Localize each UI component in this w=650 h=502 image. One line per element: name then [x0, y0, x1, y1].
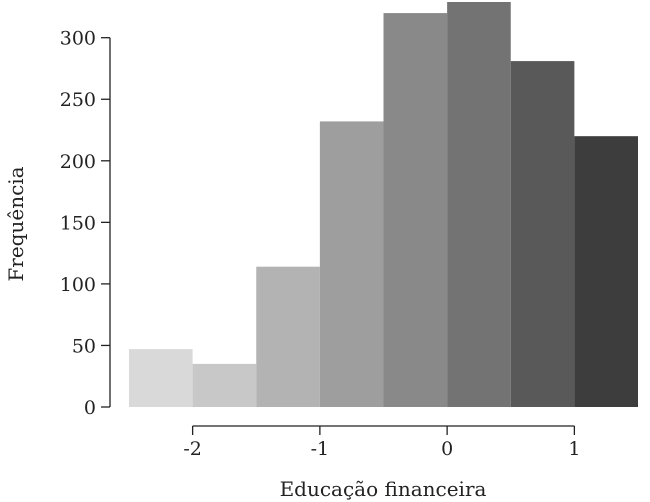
histogram-bar-7: [510, 61, 575, 408]
histogram-bar-8: [574, 136, 638, 408]
y-tick-label: 300: [60, 28, 96, 50]
histogram-bar-3: [256, 266, 320, 407]
y-tick-label: 0: [84, 397, 96, 419]
x-tick-label: -1: [311, 438, 330, 460]
y-tick-label: 250: [60, 89, 96, 111]
histogram-bar-4: [319, 121, 384, 408]
y-axis-title: Frequência: [4, 166, 28, 281]
y-tick-label: 200: [60, 151, 96, 173]
y-axis: 0 50 100 150 200 250 300: [60, 28, 111, 419]
histogram-bar-6: [447, 2, 511, 407]
histogram-bar-1: [129, 349, 193, 407]
y-tick-label: 100: [60, 274, 96, 296]
y-tick-label: 50: [72, 335, 96, 357]
x-tick-label: 0: [441, 438, 453, 460]
y-tick-label: 150: [60, 212, 96, 234]
histogram-bar-5: [383, 13, 448, 407]
x-axis: -2 -1 0 1: [183, 425, 580, 460]
x-tick-label: 1: [568, 438, 580, 460]
histogram-bars: [129, 2, 638, 408]
x-tick-label: -2: [183, 438, 202, 460]
histogram-bar-2: [192, 363, 257, 407]
x-axis-title: Educação financeira: [280, 477, 487, 501]
